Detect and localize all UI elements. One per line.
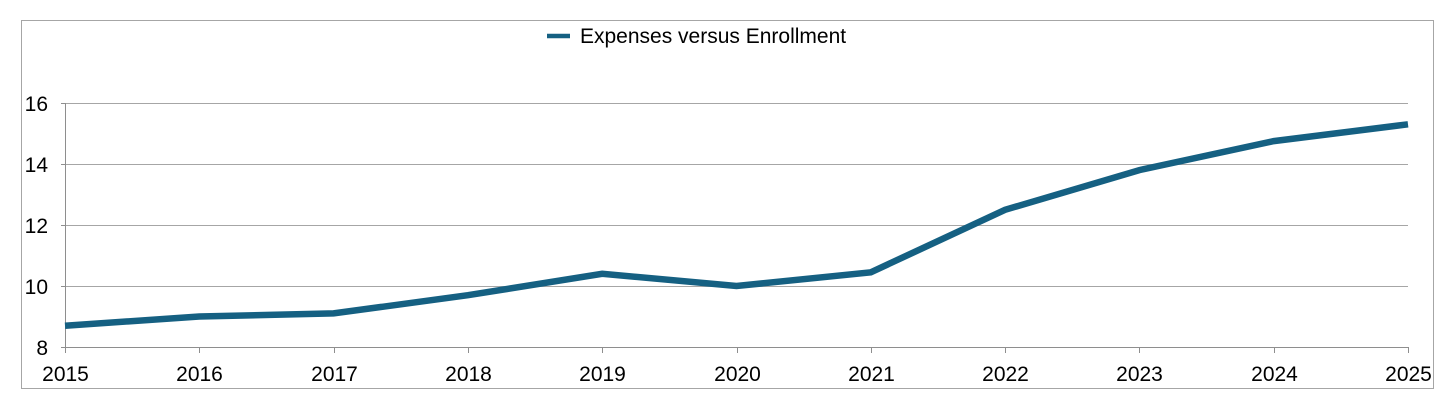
- gridlines-group: [65, 103, 1408, 348]
- y-tick-label: 16: [25, 93, 48, 116]
- x-tick-label: 2024: [1251, 363, 1298, 386]
- x-tick-label: 2025: [1385, 363, 1432, 386]
- series-line: [64, 121, 1409, 329]
- y-tick-label: 10: [25, 276, 48, 299]
- y-axis-labels: 8 10 12 14 16: [25, 93, 49, 360]
- x-axis-labels: 2015 2016 2017 2018 2019 2020 2021 2022 2023 2024…: [42, 363, 1432, 386]
- legend: Expenses versus Enrollment: [547, 25, 846, 48]
- x-tick-label: 2016: [176, 363, 223, 386]
- x-tick-label: 2018: [445, 363, 492, 386]
- y-tick-label: 8: [36, 337, 48, 360]
- x-tick-label: 2023: [1116, 363, 1163, 386]
- y-tick-label: 14: [25, 154, 49, 177]
- x-tick-label: 2019: [579, 363, 626, 386]
- x-tick-label: 2017: [311, 363, 358, 386]
- axes-group: [65, 103, 1408, 348]
- ticks-group: [61, 103, 1409, 353]
- x-tick-label: 2021: [848, 363, 895, 386]
- x-tick-label: 2015: [42, 363, 89, 386]
- y-tick-label: 12: [25, 215, 48, 238]
- legend-label: Expenses versus Enrollment: [580, 25, 846, 48]
- chart-border: [21, 20, 1434, 389]
- x-tick-label: 2022: [982, 363, 1029, 386]
- x-tick-label: 2020: [714, 363, 761, 386]
